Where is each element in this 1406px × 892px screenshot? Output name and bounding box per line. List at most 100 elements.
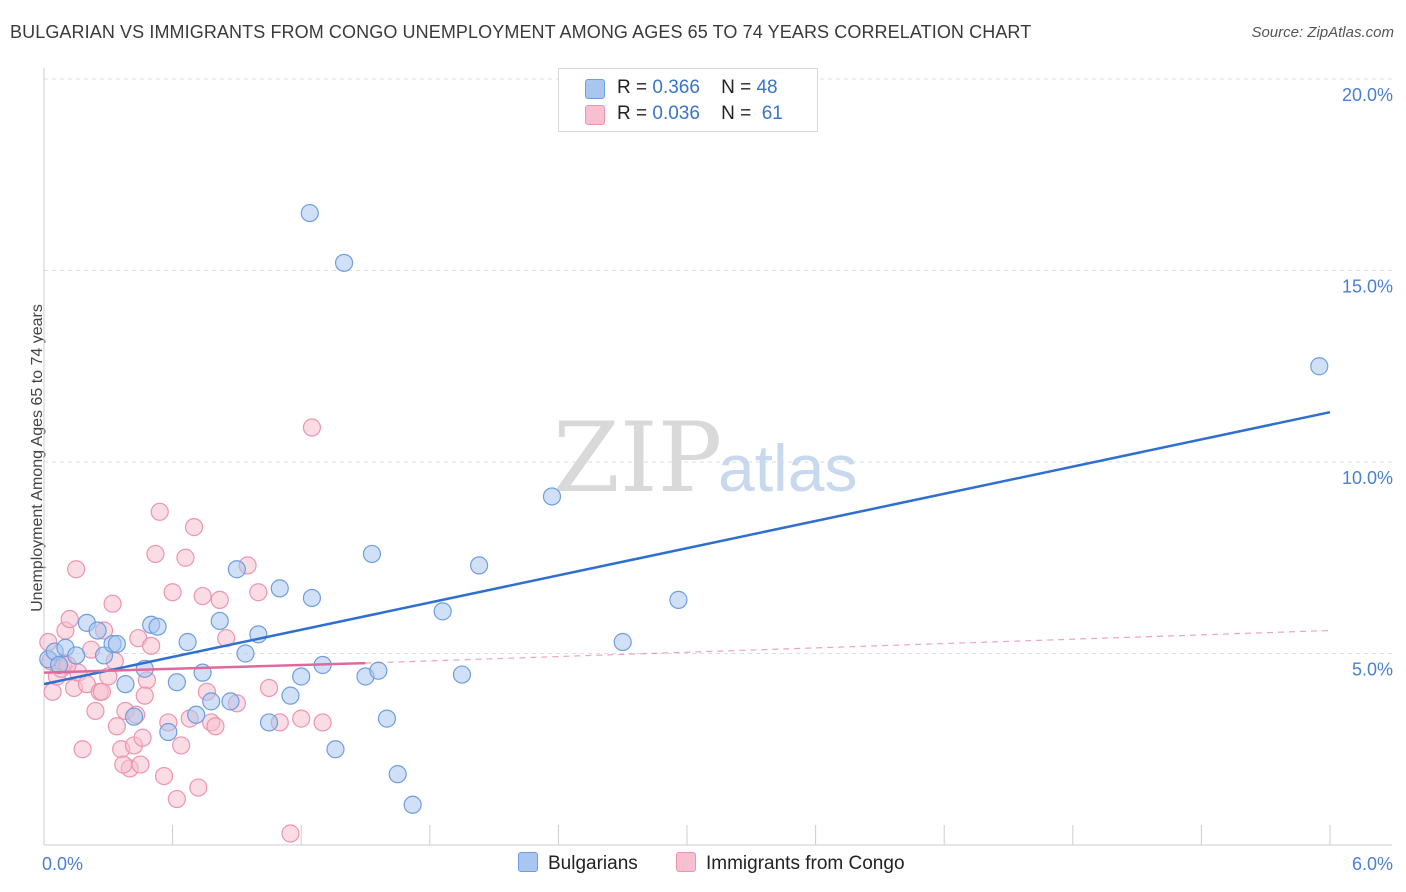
bulgarian-point	[221, 692, 240, 711]
watermark-zip: ZIP	[553, 402, 722, 514]
x-tick-label: 0.0%	[42, 854, 83, 874]
legend-swatch-blue	[518, 852, 538, 872]
congo-point	[313, 713, 332, 732]
congo-point	[176, 548, 195, 567]
axes	[43, 68, 1392, 846]
congo-trend-extension	[365, 629, 1331, 664]
congo-point	[142, 636, 161, 655]
congo-point	[60, 609, 79, 629]
bulgarian-trend-line	[43, 410, 1331, 686]
congo-point	[131, 755, 150, 774]
legend-n-value: 48	[756, 77, 778, 98]
congo-point	[150, 502, 169, 521]
watermark-atlas: atlas	[718, 431, 857, 505]
bulgarian-point	[377, 709, 397, 728]
bulgarian-point	[334, 253, 354, 272]
bulgarian-point	[178, 632, 197, 652]
tick-labels: 5.0% 10.0% 15.0% 20.0% 0.0% 6.0%	[42, 85, 1393, 874]
bulgarian-point	[388, 765, 407, 784]
x-tick-label: 6.0%	[1352, 854, 1393, 874]
congo-point	[184, 518, 204, 537]
congo-point	[206, 717, 225, 736]
y-tick-label: 10.0%	[1342, 468, 1393, 488]
bulgarian-point	[326, 740, 345, 759]
bulgarian-point	[148, 617, 167, 636]
bulgarian-point	[259, 713, 279, 732]
bulgarian-point	[281, 686, 300, 705]
bulgarian-point	[202, 692, 221, 711]
source-label: Source: ZipAtlas.com	[1251, 24, 1394, 41]
congo-point	[210, 590, 229, 609]
bulgarian-point	[1310, 357, 1329, 376]
bulgarian-point	[270, 579, 289, 598]
bulgarian-point	[613, 632, 632, 652]
congo-point	[73, 740, 92, 759]
bulgarian-point	[362, 544, 382, 564]
congo-point	[146, 544, 165, 564]
bulgarian-point	[107, 634, 126, 654]
legend-label-bulgarians: Bulgarians	[548, 853, 638, 874]
y-tick-label: 5.0%	[1352, 660, 1393, 680]
bulgarian-point	[210, 611, 229, 631]
bulgarian-point	[116, 675, 135, 694]
congo-point	[86, 701, 105, 721]
legend-n-label: N =	[721, 77, 752, 98]
bulgarian-point	[469, 556, 489, 575]
legend-swatch-blue	[585, 79, 605, 99]
trend-lines	[43, 410, 1331, 686]
congo-point	[189, 778, 208, 797]
bulgarian-point	[302, 588, 322, 608]
y-tick-label: 15.0%	[1342, 277, 1393, 297]
congo-point	[154, 766, 174, 786]
bulgarian-point	[452, 665, 472, 684]
congo-point	[67, 560, 86, 579]
bulgarian-point	[542, 487, 562, 506]
legend-r-value: 0.366	[652, 77, 700, 98]
legend-n-label: N =	[721, 103, 752, 124]
congo-point	[43, 682, 62, 701]
legend-swatch-pink	[585, 105, 605, 125]
legend-n-value: 61	[761, 103, 783, 124]
congo-point	[133, 728, 152, 747]
congo-point	[135, 686, 154, 705]
bulgarian-point	[159, 722, 178, 742]
bulgarian-point	[227, 560, 246, 579]
congo-point	[167, 789, 186, 809]
legend-r-value: 0.036	[652, 103, 700, 124]
legend-item-bulgarians: Bulgarians	[518, 852, 638, 875]
legend-r-label: R =	[617, 77, 648, 98]
y-tick-label: 20.0%	[1342, 85, 1393, 105]
bulgarian-point	[88, 621, 107, 640]
congo-point	[249, 583, 268, 602]
bulgarian-point	[669, 590, 688, 609]
bulgarian-point	[67, 646, 86, 665]
congo-point	[281, 824, 300, 843]
congo-point	[302, 418, 322, 437]
bulgarian-point	[292, 667, 311, 686]
bulgarian-point	[236, 644, 255, 663]
bulgarian-point	[49, 655, 69, 675]
bulgarian-point	[124, 707, 144, 726]
congo-point	[163, 583, 182, 602]
congo-point	[259, 678, 279, 698]
congo-point	[103, 594, 122, 613]
bulgarian-point	[433, 602, 452, 621]
legend-r-label: R =	[617, 103, 648, 124]
legend-item-congo: Immigrants from Congo	[676, 852, 905, 875]
bulgarian-point	[187, 705, 206, 724]
congo-point	[172, 736, 191, 755]
congo-point	[193, 586, 212, 606]
bulgarian-point	[369, 661, 388, 680]
congo-point	[114, 755, 133, 774]
bulgarian-point	[167, 673, 186, 692]
bulgarian-point	[300, 203, 319, 223]
chart-title: BULGARIAN VS IMMIGRANTS FROM CONGO UNEMP…	[10, 22, 1032, 42]
bulgarian-point	[403, 795, 422, 814]
congo-point	[292, 709, 311, 728]
correlation-legend: R = 0.366 N = 48 R = 0.036 N = 61	[558, 68, 818, 132]
legend-label-congo: Immigrants from Congo	[706, 853, 905, 874]
congo-trend-line	[43, 661, 366, 674]
congo-point	[92, 682, 111, 701]
congo-point	[107, 717, 126, 736]
